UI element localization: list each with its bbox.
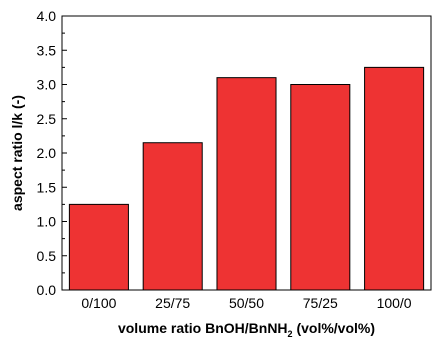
- x-axis-label-main: volume ratio BnOH/BnNH: [118, 320, 288, 336]
- y-tick-label: 4.0: [37, 8, 57, 24]
- x-tick-label: 100/0: [377, 295, 412, 311]
- x-tick-label: 50/50: [229, 295, 264, 311]
- bar-50/50: [216, 77, 277, 291]
- x-tick-label: 0/100: [81, 295, 116, 311]
- y-tick-label: 2.5: [37, 111, 57, 127]
- x-axis-ticks: 0/100 25/75 50/50 75/25 100/0: [81, 295, 411, 311]
- x-axis-label-subscript: 2: [288, 329, 293, 339]
- y-tick-label: 3.5: [37, 42, 57, 58]
- x-axis-label-unit: (vol%/vol%): [293, 320, 375, 336]
- x-axis-label: volume ratio BnOH/BnNH2 (vol%/vol%): [118, 320, 375, 339]
- y-tick-label: 0.5: [37, 248, 57, 264]
- y-axis-ticks: 0.0 0.5 1.0 1.5 2.0 2.5 3.0 3.5 4.0: [37, 8, 67, 298]
- y-tick-label: 1.0: [37, 214, 57, 230]
- bars-group: [68, 66, 425, 291]
- bar-75/25: [290, 84, 351, 291]
- y-tick-label: 0.0: [37, 282, 57, 298]
- y-tick-label: 3.0: [37, 77, 57, 93]
- plot-frame: [61, 15, 432, 291]
- y-tick-label: 1.5: [37, 179, 57, 195]
- x-tick-label: 25/75: [155, 295, 190, 311]
- bar-100/0: [364, 66, 425, 291]
- y-axis-label: aspect ratio l/k (-): [9, 95, 25, 211]
- bar-0/100: [68, 203, 129, 291]
- y-tick-label: 2.0: [37, 145, 57, 161]
- bar-25/75: [142, 142, 203, 291]
- x-tick-label: 75/25: [303, 295, 338, 311]
